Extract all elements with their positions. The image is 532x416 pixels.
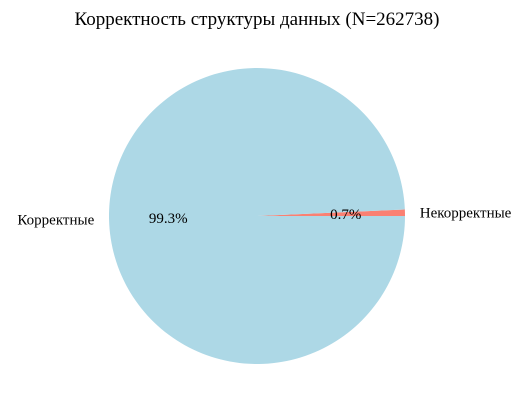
slice-label-incorrect: Некорректные — [420, 205, 512, 221]
slice-pct-label-correct: 99.3% — [149, 211, 188, 227]
pie-slices — [108, 67, 405, 364]
chart-title: Корректность структуры данных (N=262738) — [74, 9, 439, 30]
pie-labels: Некорректные 0.7% Корректные 99.3% — [17, 205, 511, 228]
slice-pct-label-incorrect: 0.7% — [330, 207, 361, 223]
slice-label-correct: Корректные — [17, 213, 94, 229]
pie-slice-incorrect — [257, 209, 405, 216]
pie-slice-correct — [108, 67, 405, 364]
